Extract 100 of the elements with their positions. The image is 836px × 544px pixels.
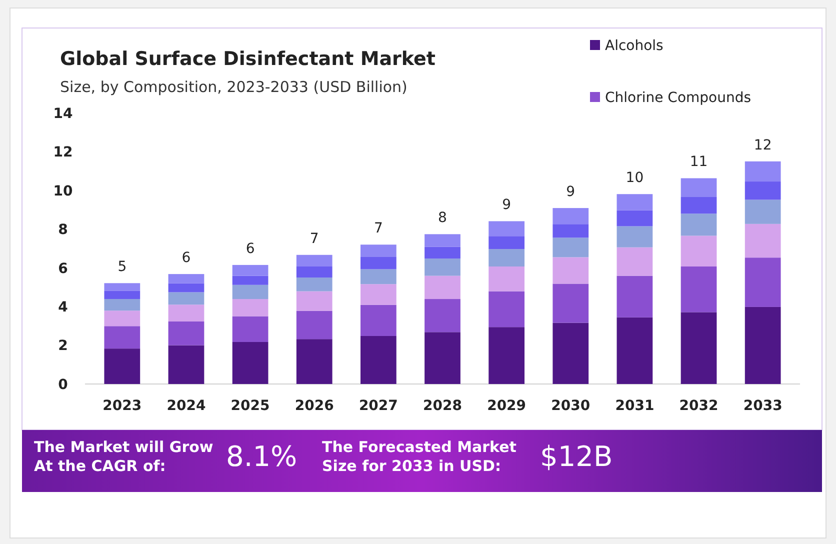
bar: [616, 317, 653, 384]
total-label: 8: [438, 210, 447, 226]
bar: [488, 249, 525, 266]
bar: [552, 208, 589, 224]
bar: [104, 326, 140, 349]
bar: [616, 210, 653, 226]
bar: [744, 258, 781, 307]
bar: [616, 276, 653, 318]
chart-title: Global Surface Disinfectant Market: [60, 48, 436, 70]
bar: [552, 257, 589, 284]
bar: [360, 269, 396, 284]
bar: [296, 339, 332, 384]
x-tick-label: 2025: [230, 398, 270, 414]
bar: [616, 247, 653, 276]
bar: [232, 284, 268, 300]
bar: [104, 283, 140, 291]
bar: [360, 244, 396, 257]
bar: [232, 299, 268, 316]
y-tick-label: 0: [58, 376, 68, 393]
x-tick-label: 2030: [551, 398, 590, 414]
bar: [744, 182, 781, 200]
bar: [360, 336, 396, 384]
bar: [680, 214, 717, 236]
total-label: 9: [566, 184, 576, 200]
x-tick-label: 2032: [679, 398, 718, 414]
bar: [232, 264, 268, 276]
text: The Forecasted Market Size for 2033 in USD:: [322, 438, 516, 475]
total-label: 7: [374, 220, 383, 237]
x-tick-label: 2023: [102, 398, 142, 414]
text: The Market will Grow At the CAGR of:: [34, 438, 214, 475]
bar: [744, 161, 781, 182]
total-label: 10: [626, 170, 644, 186]
x-tick-label: 2029: [487, 398, 526, 414]
bar: [168, 292, 204, 305]
bar: [552, 238, 589, 258]
bar: [616, 226, 653, 248]
bar: [360, 284, 396, 305]
x-tick-label: 2027: [358, 398, 398, 414]
y-tick-label: 6: [58, 260, 68, 277]
bar: [488, 266, 525, 292]
total-label: 9: [502, 197, 512, 214]
bar: [360, 304, 396, 336]
bar: [488, 236, 525, 250]
bar: [296, 310, 332, 340]
bar: [232, 342, 268, 384]
bar: [168, 283, 204, 292]
bar: [744, 224, 781, 258]
bar: [104, 310, 140, 326]
bar: [296, 278, 332, 292]
bar: [104, 299, 140, 311]
y-tick-label: 14: [53, 106, 73, 122]
total-label: 6: [246, 240, 255, 257]
bar: [232, 316, 268, 342]
total-label: 7: [310, 230, 319, 247]
bar: [424, 276, 460, 300]
bar: [232, 276, 268, 285]
bar: [680, 178, 717, 198]
bar: [680, 236, 717, 266]
bar: [488, 291, 525, 328]
y-tick-label: 12: [53, 144, 73, 161]
bar: [552, 224, 589, 238]
bar: [424, 234, 460, 247]
x-tick-label: 2033: [743, 398, 782, 414]
x-tick-label: 2031: [615, 398, 654, 414]
bar: [168, 274, 204, 284]
bar: [680, 266, 717, 312]
bar: [744, 306, 781, 384]
bar: [168, 321, 204, 346]
total-label: 12: [754, 137, 772, 154]
x-tick-label: 2024: [166, 398, 206, 414]
legend-label: Alcohols: [605, 38, 664, 54]
bar: [104, 290, 140, 300]
bar: [296, 291, 332, 311]
bar: [168, 345, 204, 384]
total-label: 11: [690, 154, 708, 170]
bar: [424, 332, 460, 384]
bar: [360, 256, 396, 270]
bar: [680, 197, 717, 214]
bar: [488, 327, 525, 384]
y-tick-label: 4: [58, 299, 68, 316]
y-tick-label: 2: [58, 338, 68, 354]
y-tick-label: 8: [58, 222, 68, 238]
bar: [104, 348, 140, 384]
chart-subtitle: Size, by Composition, 2023-2033 (USD Billion): [60, 78, 408, 96]
bar: [296, 266, 332, 278]
bar: [168, 304, 204, 322]
text: $12B: [540, 440, 613, 473]
total-label: 5: [118, 259, 127, 276]
text: 8.1%: [226, 440, 298, 473]
bar: [680, 312, 717, 384]
x-tick-label: 2026: [294, 398, 334, 414]
y-tick-label: 10: [53, 183, 73, 200]
bar: [552, 322, 589, 384]
bar: [616, 194, 653, 210]
bar: [296, 254, 332, 266]
bar: [552, 284, 589, 323]
bar: [488, 221, 525, 236]
bar: [424, 246, 460, 259]
x-tick-label: 2028: [423, 398, 462, 414]
legend-label: Chlorine Compounds: [605, 90, 752, 106]
